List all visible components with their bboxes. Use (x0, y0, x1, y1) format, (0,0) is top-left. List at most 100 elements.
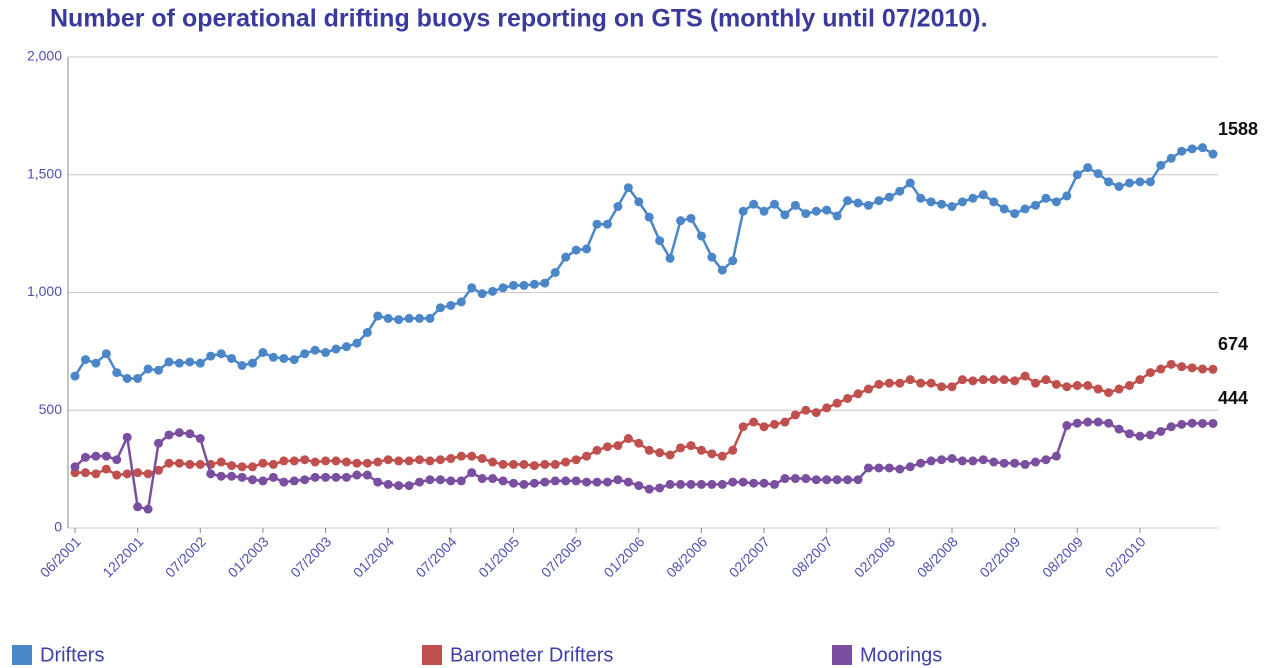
data-point (728, 477, 738, 487)
data-point (529, 279, 539, 289)
data-point (895, 186, 905, 196)
data-point (373, 477, 383, 487)
data-point (801, 474, 811, 484)
data-point (258, 348, 268, 358)
data-point (759, 478, 769, 488)
x-tick-label: 07/2002 (162, 533, 209, 580)
data-point (122, 469, 132, 479)
data-point (227, 461, 237, 471)
data-point (1031, 378, 1041, 388)
data-point (780, 417, 790, 427)
data-point (874, 463, 884, 473)
data-point (550, 459, 560, 469)
data-point (310, 457, 320, 467)
data-point (101, 349, 111, 359)
data-point (373, 311, 383, 321)
data-point (717, 265, 727, 275)
data-point (550, 267, 560, 277)
data-point (237, 361, 247, 371)
data-point (655, 483, 665, 493)
data-point (498, 283, 508, 293)
data-label: 674 (1218, 334, 1248, 354)
data-point (1114, 182, 1124, 192)
data-point (1177, 362, 1187, 372)
y-tick-label: 1,000 (27, 283, 62, 299)
data-point (686, 213, 696, 223)
data-point (602, 477, 612, 487)
data-point (978, 190, 988, 200)
data-point (300, 475, 310, 485)
data-point (665, 253, 675, 263)
data-point (895, 464, 905, 474)
data-point (1010, 458, 1020, 468)
chart-title: Number of operational drifting buoys rep… (50, 5, 988, 33)
data-point (696, 479, 706, 489)
legend-swatch (12, 645, 32, 665)
data-point (425, 456, 435, 466)
data-point (352, 470, 362, 480)
data-point (373, 457, 383, 467)
data-point (488, 457, 498, 467)
data-point (1135, 177, 1145, 187)
data-point (884, 463, 894, 473)
data-point (477, 289, 487, 299)
data-point (143, 364, 153, 374)
data-point (644, 212, 654, 222)
x-tick-label: 08/2009 (1039, 533, 1086, 580)
data-point (80, 452, 90, 462)
data-point (1187, 418, 1197, 428)
data-point (759, 422, 769, 432)
data-point (623, 477, 633, 487)
data-point (822, 403, 832, 413)
data-point (404, 313, 414, 323)
data-point (968, 376, 978, 386)
data-point (519, 479, 529, 489)
data-point (874, 379, 884, 389)
data-point (498, 459, 508, 469)
data-point (529, 461, 539, 471)
data-point (1208, 418, 1218, 428)
data-point (644, 445, 654, 455)
data-point (634, 481, 644, 491)
data-point (978, 455, 988, 465)
data-point (300, 455, 310, 465)
data-point (133, 468, 143, 478)
data-point (1020, 204, 1030, 214)
data-point (237, 472, 247, 482)
data-point (154, 365, 164, 375)
data-point (623, 183, 633, 193)
data-point (676, 443, 686, 453)
data-point (592, 477, 602, 487)
data-point (1208, 364, 1218, 374)
data-point (185, 429, 195, 439)
data-point (602, 219, 612, 229)
legend-label: Barometer Drifters (450, 644, 613, 666)
data-point (811, 206, 821, 216)
data-point (749, 417, 759, 427)
data-point (247, 358, 257, 368)
data-point (989, 375, 999, 385)
data-point (790, 410, 800, 420)
data-point (863, 384, 873, 394)
data-point (1062, 191, 1072, 201)
data-point (477, 474, 487, 484)
data-point (1072, 381, 1082, 391)
data-point (550, 476, 560, 486)
x-tick-label: 02/2008 (851, 533, 898, 580)
data-point (185, 357, 195, 367)
data-point (268, 472, 278, 482)
x-tick-label: 07/2004 (412, 533, 459, 580)
data-point (383, 479, 393, 489)
data-point (383, 455, 393, 465)
x-tick-label: 02/2010 (1102, 533, 1149, 580)
y-tick-label: 0 (54, 519, 62, 535)
data-label: 1588 (1218, 119, 1258, 139)
data-point (279, 456, 289, 466)
data-point (206, 351, 216, 361)
data-point (415, 313, 425, 323)
data-point (790, 474, 800, 484)
data-point (404, 456, 414, 466)
data-point (1093, 169, 1103, 179)
data-point (613, 475, 623, 485)
data-point (853, 198, 863, 208)
